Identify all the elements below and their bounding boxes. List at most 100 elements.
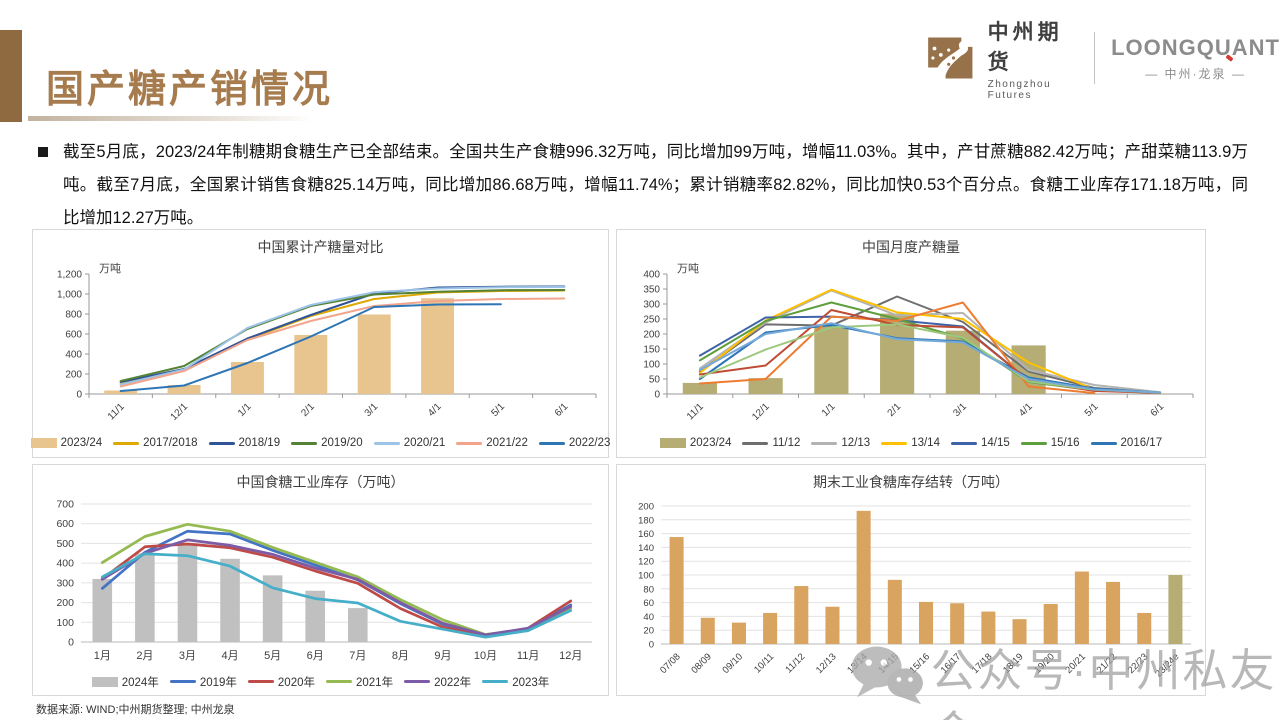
- svg-text:6/1: 6/1: [1149, 401, 1167, 419]
- chart-panel-industrial-inventory: 中国食糖工业库存（万吨） 0 100 200 300 400 500 600 700 1月 2月 3…: [32, 464, 609, 696]
- svg-text:150: 150: [643, 345, 660, 356]
- svg-text:100: 100: [643, 360, 660, 371]
- svg-text:23/24e: 23/24e: [1153, 651, 1181, 679]
- legend-swatch: [659, 438, 686, 448]
- chart-title-ending-stock: 期末工业食糖库存结转（万吨）: [813, 474, 1009, 490]
- legend-label: 2019/20: [321, 437, 363, 449]
- svg-text:400: 400: [643, 270, 660, 281]
- legend-item: 2020年: [247, 674, 315, 690]
- legend-swatch: [326, 680, 352, 683]
- svg-text:万吨: 万吨: [99, 262, 121, 275]
- legend-item: 2024年: [91, 674, 159, 690]
- svg-text:1/1: 1/1: [236, 401, 254, 419]
- loongquant-subtitle: — 中州·龙泉 —: [1145, 66, 1246, 81]
- legend-swatch: [950, 441, 977, 445]
- svg-text:4月: 4月: [221, 650, 238, 662]
- title-accent-bar: [0, 30, 22, 122]
- svg-text:20: 20: [643, 626, 654, 637]
- legend-label: 15/16: [1050, 437, 1080, 449]
- chart-panel-monthly-production: 中国月度产糖量 0 50 100 150 200 250 300 350 400 万吨 11/1 12…: [616, 229, 1206, 458]
- legend-label: 2020/21: [403, 437, 446, 449]
- legend-item: 11/12: [742, 437, 800, 449]
- svg-text:13/14: 13/14: [845, 651, 870, 676]
- svg-text:18/19: 18/19: [1001, 651, 1026, 676]
- legend-label: 2017/2018: [143, 437, 198, 449]
- legend-item: 2020/21: [373, 437, 446, 449]
- svg-text:600: 600: [65, 330, 82, 341]
- svg-text:10月: 10月: [474, 650, 497, 662]
- svg-text:300: 300: [643, 300, 660, 311]
- svg-text:1/1: 1/1: [820, 401, 838, 419]
- svg-text:22/23: 22/23: [1126, 651, 1151, 676]
- svg-text:11/1: 11/1: [106, 401, 127, 422]
- svg-text:1月: 1月: [94, 650, 111, 662]
- svg-text:100: 100: [56, 617, 74, 629]
- legend-swatch: [404, 680, 431, 683]
- header-brand: 中州期货 Zhongzhou Futures LOONGQUANT — 中州·龙…: [925, 21, 1280, 101]
- legend-swatch: [113, 441, 140, 445]
- legend-item: 12/13: [811, 437, 870, 449]
- summary-block: 截至5月底，2023/24年制糖期食糖生产已全部结束。全国共生产食糖996.32…: [36, 136, 1248, 235]
- svg-text:10/11: 10/11: [752, 651, 776, 675]
- legend-label: 2024年: [121, 676, 159, 689]
- svg-text:21/22: 21/22: [1095, 651, 1120, 676]
- svg-text:600: 600: [56, 518, 74, 530]
- svg-text:8月: 8月: [392, 650, 409, 662]
- svg-text:11/12: 11/12: [783, 651, 807, 675]
- svg-text:15/16: 15/16: [908, 651, 933, 676]
- legend-item: 2017/2018: [113, 437, 198, 449]
- svg-text:12/13: 12/13: [814, 651, 839, 676]
- svg-text:14/15: 14/15: [876, 651, 901, 676]
- brand-name-cn: 中州期货: [987, 20, 1063, 74]
- svg-text:2/1: 2/1: [299, 401, 317, 419]
- svg-text:80: 80: [643, 584, 654, 595]
- svg-text:200: 200: [65, 370, 82, 381]
- legend-item: 2023年: [482, 674, 549, 690]
- svg-text:5/1: 5/1: [489, 401, 507, 419]
- svg-text:400: 400: [56, 558, 74, 570]
- chart-title-cumulative: 中国累计产糖量对比: [257, 239, 384, 255]
- svg-text:9月: 9月: [434, 650, 451, 662]
- svg-text:1,000: 1,000: [57, 290, 82, 301]
- chart-panel-ending-stock: 期末工业食糖库存结转（万吨） 0 20 40 60 80 100 120 140 160 180 2…: [616, 464, 1206, 696]
- bullet-marker: [38, 147, 48, 157]
- legend-label: 11/12: [772, 437, 801, 449]
- svg-text:2/1: 2/1: [886, 401, 904, 419]
- svg-text:700: 700: [56, 499, 74, 511]
- legend-swatch: [169, 680, 196, 683]
- legend-label: 2023/24: [60, 437, 103, 449]
- legend-item: 2023/24: [659, 437, 731, 449]
- svg-text:16/17: 16/17: [939, 651, 964, 676]
- svg-text:万吨: 万吨: [677, 262, 699, 275]
- legend-swatch: [811, 441, 838, 445]
- legend-item: 2021/22: [456, 437, 528, 449]
- svg-text:0: 0: [649, 640, 654, 651]
- svg-text:140: 140: [638, 543, 654, 554]
- svg-text:6/1: 6/1: [553, 401, 571, 419]
- legend-item: 2019年: [169, 674, 237, 690]
- legend-item: 2023/24: [30, 437, 103, 449]
- legend-label: 2022/23: [568, 437, 611, 449]
- svg-text:3/1: 3/1: [363, 401, 381, 419]
- legend-item: 2019/20: [291, 437, 363, 449]
- legend-label: 2019年: [199, 676, 237, 689]
- svg-text:17/18: 17/18: [970, 651, 995, 676]
- legend-label: 13/14: [911, 437, 940, 449]
- industrial-inventory-chart: 0 100 200 300 400 500 600 700 1月 2月 3月 4月 5月 6月 7月 8月 9月…: [56, 499, 592, 662]
- svg-text:800: 800: [65, 310, 82, 321]
- cumulative-chart-legend: 2023/24 2017/2018 2018/19 2019/20 2020/21 202…: [30, 429, 611, 457]
- svg-text:5月: 5月: [264, 650, 281, 662]
- svg-text:200: 200: [638, 502, 654, 513]
- legend-item: 2022/23: [538, 437, 611, 449]
- legend-item: 2021年: [326, 674, 393, 690]
- legend-label: 2020年: [277, 676, 315, 689]
- chart-title-monthly: 中国月度产糖量: [862, 239, 960, 255]
- legend-swatch: [482, 680, 509, 683]
- svg-text:120: 120: [638, 557, 654, 568]
- svg-text:12月: 12月: [559, 650, 582, 662]
- legend-swatch: [291, 441, 318, 445]
- svg-text:20/21: 20/21: [1063, 651, 1088, 676]
- legend-swatch: [91, 676, 118, 687]
- page-title: 国产糖产销情况: [46, 69, 334, 111]
